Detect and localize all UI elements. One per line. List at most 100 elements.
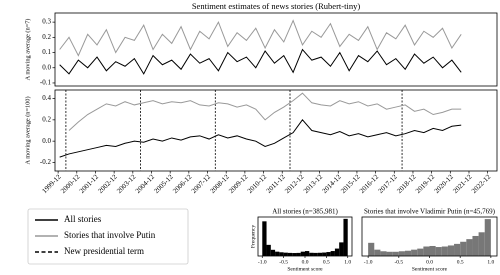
- hist-bar: [339, 242, 344, 256]
- x-tick-label: 2019-12: [414, 173, 437, 196]
- legend-label: Stories that involve Putin: [64, 230, 156, 240]
- y-tick-label: 0.1: [42, 48, 51, 56]
- x-tick-label: 2008-12: [209, 173, 232, 196]
- hist-bar: [262, 221, 267, 256]
- x-tick-label: 1.0: [344, 259, 351, 265]
- y-tick-label: -0.2: [40, 158, 52, 166]
- series-line: [59, 48, 462, 75]
- x-tick-label: 2013-12: [302, 173, 325, 196]
- x-tick-label: 2017-12: [377, 173, 400, 196]
- x-tick-label: 2002-12: [97, 173, 120, 196]
- hist-bar: [296, 252, 301, 256]
- x-tick-label: 2012-12: [283, 173, 306, 196]
- hist-title: Stories that involve Vladimir Putin (n=4…: [364, 208, 496, 216]
- y-tick-label: 0.4: [42, 94, 51, 102]
- plot-frame: [54, 89, 498, 172]
- x-tick-label: 2009-12: [227, 173, 250, 196]
- x-tick-label: -1.0: [258, 259, 267, 265]
- hist-bar: [313, 252, 318, 256]
- hist-bar: [309, 252, 314, 256]
- y-axis-label: Frequency: [250, 225, 256, 248]
- legend-box: [27, 208, 189, 265]
- hist-bar: [454, 243, 461, 256]
- hist-bar: [441, 246, 448, 256]
- x-tick-label: 1.0: [487, 259, 494, 265]
- series-line: [59, 119, 462, 158]
- legend-label: All stories: [64, 214, 102, 224]
- y-tick-label: 0.2: [42, 115, 51, 123]
- hist-bar: [398, 251, 405, 256]
- hist-bar: [478, 232, 485, 256]
- x-tick-label: -0.5: [394, 259, 403, 265]
- hist-bar: [266, 244, 271, 256]
- x-tick-label: 1999-12: [41, 173, 64, 196]
- x-tick-label: 0.0: [302, 259, 309, 265]
- hist-bar: [305, 251, 310, 256]
- x-axis-label: Sentiment score: [412, 266, 448, 272]
- x-tick-label: 2018-12: [395, 173, 418, 196]
- hist-bar: [423, 246, 430, 256]
- legend-label: New presidential term: [64, 246, 144, 256]
- hist-title: All stories (n=385,981): [272, 208, 338, 216]
- x-tick-label: 2000-12: [59, 173, 82, 196]
- series-line: [59, 19, 462, 57]
- hist-bar: [460, 241, 467, 256]
- hist-bar: [380, 251, 387, 256]
- x-tick-label: 2010-12: [246, 173, 269, 196]
- hist-bar: [417, 248, 424, 256]
- y-axis-label: A moving average (n=100): [24, 96, 31, 164]
- hist-bar: [270, 249, 276, 256]
- hist-bar: [283, 252, 288, 256]
- x-axis-label: Sentiment score: [287, 266, 323, 272]
- hist-bar: [292, 253, 297, 256]
- y-tick-label: 0.0: [42, 137, 51, 145]
- x-tick-label: 2014-12: [321, 173, 344, 196]
- hist-bar: [472, 235, 479, 256]
- hist-bar: [386, 251, 393, 256]
- hist-bar: [330, 251, 335, 256]
- y-tick-label: -0.1: [40, 79, 52, 87]
- hist-bar: [334, 248, 340, 256]
- hist-bar: [322, 252, 327, 256]
- x-tick-label: 2003-12: [115, 173, 138, 196]
- y-tick-label: 0.2: [42, 33, 51, 41]
- y-tick-label: 0.0: [42, 63, 51, 71]
- x-tick-label: 2015-12: [339, 173, 362, 196]
- series-line: [68, 92, 462, 131]
- hist-bar: [275, 251, 280, 256]
- hist-bar: [279, 252, 284, 256]
- x-tick-label: 2007-12: [190, 173, 213, 196]
- hist-bar: [435, 247, 442, 256]
- y-tick-label: 0.3: [42, 18, 51, 26]
- plot-frame: [54, 12, 498, 87]
- x-tick-label: 2011-12: [265, 173, 287, 195]
- hist-bar: [411, 249, 418, 256]
- hist-bar: [374, 249, 381, 256]
- x-tick-label: 2005-12: [153, 173, 176, 196]
- x-tick-label: 2020-12: [433, 173, 456, 196]
- x-tick-label: 2021-12: [451, 173, 474, 196]
- hist-bar: [404, 250, 412, 256]
- hist-bar: [287, 252, 293, 256]
- hist-bar: [343, 218, 348, 256]
- x-tick-label: -1.0: [364, 259, 373, 265]
- x-tick-label: -0.5: [279, 259, 288, 265]
- x-tick-label: 2001-12: [78, 173, 101, 196]
- hist-bar: [317, 252, 323, 256]
- hist-bar: [326, 252, 331, 256]
- x-tick-label: 2004-12: [134, 173, 157, 196]
- hist-bar: [429, 245, 436, 256]
- y-axis-label: A moving average (n=7): [24, 19, 31, 81]
- hist-bar: [466, 239, 473, 256]
- hist-bar: [392, 251, 399, 256]
- chart-title: Sentiment estimates of news stories (Rub…: [192, 1, 360, 11]
- x-tick-label: 0.5: [323, 259, 330, 265]
- hist-bar: [447, 245, 455, 256]
- x-tick-label: 2022-12: [470, 173, 493, 196]
- hist-bar: [300, 251, 305, 256]
- x-tick-label: 2016-12: [358, 173, 381, 196]
- x-tick-label: 0.5: [457, 259, 464, 265]
- hist-bar: [368, 242, 375, 256]
